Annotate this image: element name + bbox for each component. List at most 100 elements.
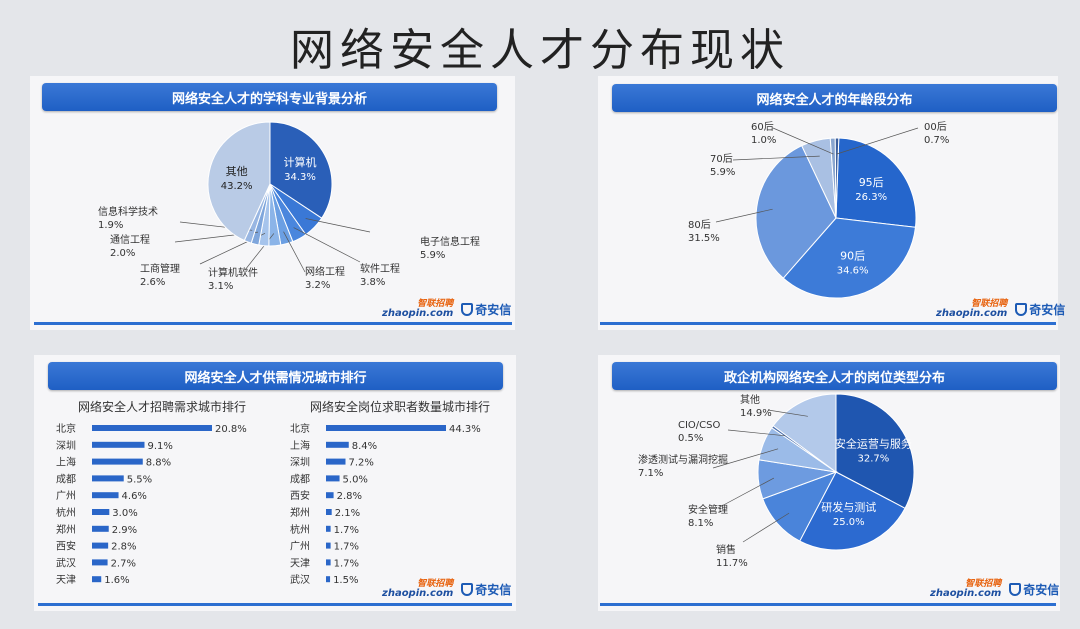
bar-category: 天津 (290, 557, 310, 569)
panel-rule (38, 603, 512, 606)
bar-value: 1.5% (333, 575, 358, 586)
leader-line (293, 227, 361, 263)
slice-label: 网络工程 (305, 265, 345, 278)
panel-title-position: 政企机构网络安全人才的岗位类型分布 (612, 362, 1057, 390)
bar-value: 1.7% (334, 542, 359, 553)
bar-category: 北京 (56, 422, 76, 435)
bar (326, 542, 331, 549)
bar-category: 郑州 (290, 506, 310, 519)
bar-value: 4.6% (122, 491, 147, 502)
bar-category: 上海 (56, 456, 76, 469)
leader-line (732, 155, 820, 161)
bar-value: 20.8% (215, 424, 247, 435)
pie-chart-major: 计算机 34.3% 电子信息工程 5.9% 软件工程 3.8% 网络工程 3.2% 计算机软件 3… (98, 121, 480, 292)
bar (92, 525, 109, 532)
slice-label: 计算机 (284, 155, 317, 169)
bar (326, 509, 332, 515)
bar-category: 天津 (56, 574, 76, 586)
bar-category: 成都 (56, 473, 76, 485)
bar-category: 广州 (56, 490, 76, 502)
leader-line (283, 231, 306, 273)
bar-value: 2.7% (111, 558, 136, 569)
slice-label: 销售 (716, 543, 736, 556)
bar-category: 西安 (290, 489, 310, 502)
bar-value: 1.7% (334, 525, 359, 536)
bar (326, 425, 446, 431)
bar-category: 武汉 (56, 556, 76, 569)
shield-icon (1015, 302, 1028, 316)
leader-line (712, 448, 779, 469)
panel-city (34, 355, 516, 611)
bar (92, 475, 124, 482)
bar-category: 杭州 (56, 506, 76, 519)
slice-label: 工商管理 (140, 262, 180, 275)
slice-label: 安全运营与服务 (835, 436, 912, 450)
leader-line (727, 429, 786, 437)
leader-line (836, 127, 919, 155)
slice-value: 1.0% (751, 135, 776, 146)
bar-category: 广州 (290, 541, 310, 553)
bar (92, 542, 109, 549)
slice-label: 安全管理 (688, 503, 728, 516)
slice-value: 5.9% (420, 250, 445, 261)
page-title: 网络安全人才分布现状 (290, 25, 790, 76)
leader-line (305, 218, 371, 233)
qianxin-logo: 奇安信 (1009, 581, 1059, 598)
logos-4: 智联招聘 zhaopin.com 奇安信 (930, 580, 1059, 599)
bar-category: 北京 (290, 422, 310, 435)
pie-slice (834, 137, 840, 219)
bar (92, 509, 110, 515)
slice-value: 32.7% (857, 453, 889, 464)
pie-chart-position: 安全运营与服务 32.7% 研发与测试 25.0% 销售 11.7% 安全管理 8.1% 渗透测… (638, 393, 915, 569)
pie-slice (755, 145, 837, 279)
slice-value: 7.1% (638, 468, 663, 479)
slice-label: 电子信息工程 (420, 235, 480, 248)
bar (326, 458, 346, 465)
bar-category: 郑州 (56, 523, 76, 536)
slice-label: 软件工程 (360, 262, 400, 275)
slice-value: 5.9% (710, 167, 735, 178)
bar-value: 2.8% (337, 491, 362, 502)
bar-category: 上海 (290, 439, 310, 452)
bar-value: 1.6% (104, 575, 129, 586)
bar (326, 475, 340, 482)
panel-rule (34, 322, 512, 325)
slice-value: 34.3% (284, 172, 316, 183)
bar (92, 576, 102, 583)
slice-value: 2.0% (110, 248, 135, 259)
bar-value: 8.8% (146, 458, 171, 469)
bar (92, 458, 143, 465)
bar-value: 2.9% (112, 525, 137, 536)
slice-value: 0.5% (678, 433, 703, 444)
slice-value: 0.7% (924, 135, 949, 146)
bar-value: 2.8% (111, 542, 136, 553)
bar-value: 9.1% (148, 441, 173, 452)
slice-value: 11.7% (716, 558, 748, 569)
slice-label: 信息科学技术 (98, 205, 158, 218)
bar-value: 8.4% (352, 441, 377, 452)
pie-slice (835, 393, 915, 509)
slice-label: CIO/CSO (678, 420, 721, 431)
bar-chart-supply: 北京 44.3% 上海 8.4% 深圳 7.2% 成都 5.0% 西安 2.8% 郑州 2.1% 杭州 1… (290, 422, 481, 586)
pie-slice (207, 121, 271, 242)
slice-value: 26.3% (855, 192, 887, 203)
subtitle-demand: 网络安全人才招聘需求城市排行 (78, 400, 247, 414)
bar-category: 深圳 (56, 440, 76, 452)
logos-1: 智联招聘 zhaopin.com 奇安信 (382, 300, 511, 319)
bar-category: 成都 (290, 473, 310, 485)
bar-value: 7.2% (349, 458, 374, 469)
panel-rule (600, 603, 1056, 606)
leader-line (767, 409, 808, 417)
shield-icon (461, 302, 474, 316)
bar-value: 5.5% (127, 474, 152, 485)
slice-value: 2.6% (140, 277, 165, 288)
leader-line (742, 512, 790, 543)
qianxin-logo: 奇安信 (461, 301, 511, 318)
bar-category: 西安 (56, 540, 76, 553)
leader-line (717, 477, 775, 509)
slice-value: 3.1% (208, 281, 233, 292)
shield-icon (1009, 582, 1022, 596)
slice-label: 70后 (710, 153, 733, 165)
slice-value: 25.0% (833, 517, 865, 528)
bar-value: 5.0% (343, 474, 368, 485)
